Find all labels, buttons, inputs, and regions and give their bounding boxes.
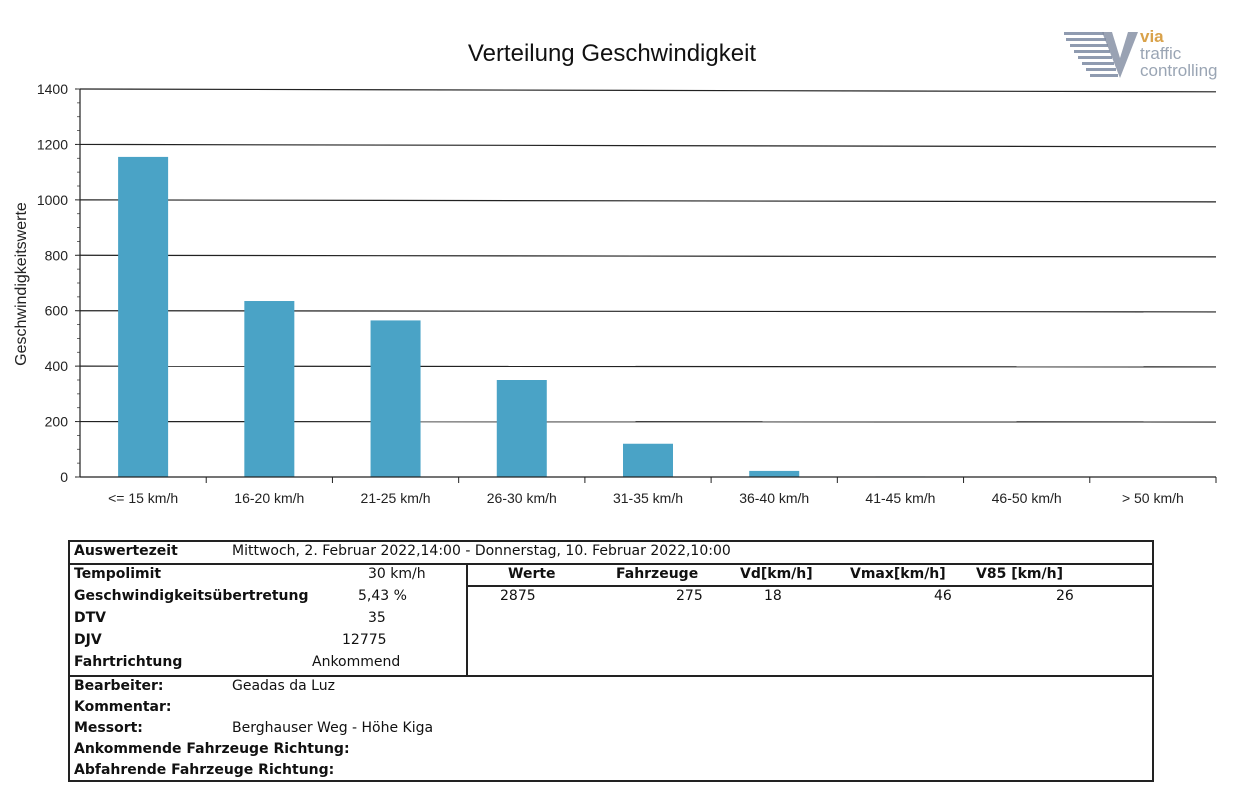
axis-layer: 0 200 400 600 800 1000 1200 1400 <= 15 km/h 16-20… [37, 81, 1217, 506]
bar [496, 380, 547, 477]
bar [370, 320, 421, 477]
x-tick-label: 16-20 km/h [234, 490, 304, 506]
stats-table: Auswertezeit Mittwoch, 2. Februar 2022,1… [68, 540, 1154, 782]
y-tick-label: 1400 [37, 81, 68, 97]
bar [749, 470, 800, 477]
kommentar-label: Kommentar: [74, 699, 172, 715]
x-tick-label: 41-45 km/h [865, 490, 935, 506]
y-tick-label: 800 [45, 247, 69, 263]
tempolimit-value: 30 km/h [368, 566, 426, 582]
x-tick-label: 46-50 km/h [992, 490, 1062, 506]
y-axis-label: Geschwindigkeitswerte [13, 202, 30, 366]
via-traffic-controlling-logo: via traffic controlling [1062, 28, 1242, 88]
fahrtrichtung-value: Ankommend [312, 654, 401, 670]
gridline [79, 199, 1217, 203]
metrics-header-v85: V85 [km/h] [976, 566, 1063, 582]
dtv-label: DTV [74, 610, 107, 626]
y-tick-label: 0 [60, 469, 68, 485]
y-tick-label: 1000 [37, 192, 68, 208]
uebertretung-value: 5,43 % [358, 588, 407, 604]
tempolimit-label: Tempolimit [74, 566, 162, 582]
chart-title: Verteilung Geschwindigkeit [467, 40, 757, 67]
logo-mark-icon [1064, 32, 1138, 78]
metrics-header-werte: Werte [508, 566, 556, 582]
dtv-value: 35 [368, 610, 386, 626]
fahrtrichtung-label: Fahrtrichtung [74, 654, 183, 670]
metrics-value-v85: 26 [1056, 588, 1074, 604]
bar [623, 443, 673, 477]
logo-text-controlling: controlling [1140, 61, 1218, 80]
y-tick-label: 600 [45, 303, 69, 319]
x-tick-label: > 50 km/h [1122, 490, 1184, 506]
metrics-header-vd: Vd[km/h] [740, 566, 813, 582]
ankommende-richtung-label: Ankommende Fahrzeuge Richtung: [74, 741, 350, 757]
uebertretung-label: Geschwindigkeitsübertretung [74, 588, 309, 604]
metrics-value-vd: 18 [764, 588, 782, 604]
gridline [79, 143, 1217, 148]
djv-value: 12775 [342, 632, 387, 648]
logo-text-via: via [1140, 27, 1164, 46]
x-tick-label: 36-40 km/h [739, 490, 809, 506]
metrics-value-werte: 2875 [500, 588, 536, 604]
metrics-header-fahrzeuge: Fahrzeuge [616, 566, 699, 582]
bar-layer [118, 156, 1052, 477]
y-tick-label: 400 [45, 358, 69, 374]
metrics-value-vmax: 46 [934, 588, 952, 604]
bearbeiter-value: Geadas da Luz [232, 678, 335, 694]
auswertezeit-label: Auswertezeit [74, 543, 178, 559]
gridline [79, 254, 1217, 258]
y-tick-label: 200 [45, 414, 69, 430]
auswertezeit-value: Mittwoch, 2. Februar 2022,14:00 - Donner… [232, 543, 731, 559]
x-tick-label: <= 15 km/h [108, 490, 178, 506]
bearbeiter-label: Bearbeiter: [74, 678, 164, 694]
messort-value: Berghauser Weg - Höhe Kiga [232, 720, 434, 736]
bar [118, 156, 169, 477]
y-tick-label: 1200 [37, 136, 68, 152]
messort-label: Messort: [74, 720, 143, 736]
bar-chart: 0 200 400 600 800 1000 1200 1400 <= 15 km/h 16-20… [13, 81, 1217, 506]
metrics-value-fahrzeuge: 275 [676, 588, 703, 604]
x-tick-label: 21-25 km/h [361, 490, 431, 506]
djv-label: DJV [74, 632, 102, 648]
abfahrende-richtung-label: Abfahrende Fahrzeuge Richtung: [74, 762, 335, 778]
x-tick-label: 26-30 km/h [487, 490, 557, 506]
x-tick-label: 31-35 km/h [613, 490, 683, 506]
bar [244, 301, 295, 477]
metrics-header-vmax: Vmax[km/h] [850, 566, 946, 582]
logo-text-traffic: traffic [1140, 44, 1182, 63]
gridline [79, 88, 1217, 93]
